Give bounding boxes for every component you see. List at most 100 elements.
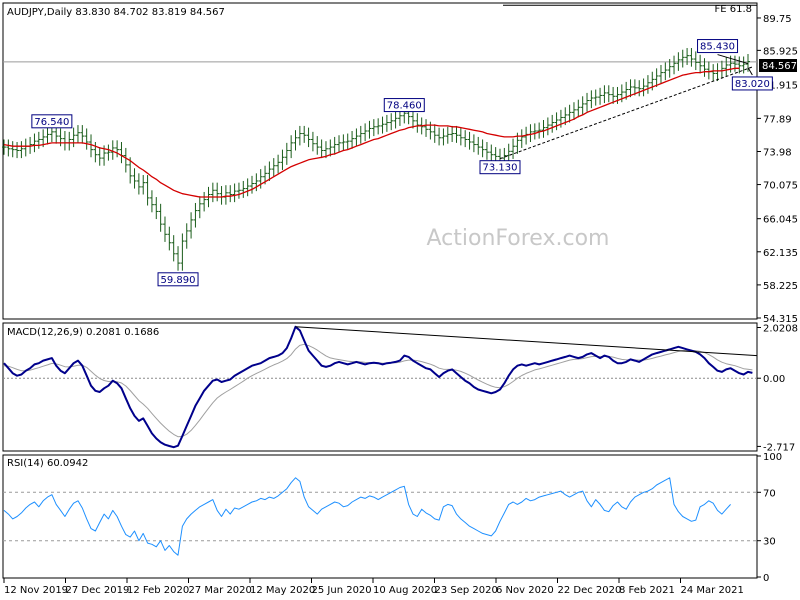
price-bar (593, 89, 598, 106)
price-bar (363, 123, 368, 142)
price-bar (598, 87, 603, 105)
price-bar (149, 190, 154, 213)
rsi-header: RSI(14) 60.0942 (7, 458, 88, 469)
price-bar (250, 175, 254, 194)
price-y-tick-label: 77.89 (763, 114, 792, 125)
price-bar (484, 142, 489, 160)
fib-label: FE 61.8 (714, 4, 752, 15)
price-bar (454, 125, 459, 143)
price-bar (236, 182, 241, 199)
x-tick-label: 24 Mar 2021 (681, 585, 744, 596)
last-price-box (759, 59, 797, 72)
price-y-tick-label: 62.135 (763, 248, 798, 259)
price-bar (93, 142, 98, 163)
price-bar (450, 125, 455, 143)
price-bar (506, 143, 511, 164)
x-tick-label: 12 Feb 2020 (127, 585, 189, 596)
price-bar (685, 48, 690, 65)
price-bar (75, 125, 80, 143)
price-bar (567, 104, 572, 123)
price-bar (158, 203, 163, 232)
price-bar (445, 126, 450, 144)
rsi-y-tick-label: 100 (763, 452, 782, 463)
price-bar (115, 140, 120, 158)
price-bar (354, 128, 359, 147)
x-tick-label: 22 Dec 2020 (558, 585, 622, 596)
price-y-tick-label: 66.045 (763, 215, 798, 226)
price-bar (128, 157, 133, 184)
price-y-tick-label: 73.98 (763, 147, 792, 158)
price-bar (358, 125, 363, 144)
x-tick-label: 27 Mar 2020 (189, 585, 252, 596)
price-bar (10, 141, 15, 158)
price-bar (467, 131, 472, 150)
macd-line (3, 325, 753, 449)
annotation-box (31, 114, 73, 129)
rsi-y-tick-label: 70 (763, 488, 776, 499)
rsi-panel-frame (2, 454, 758, 579)
price-bar (471, 134, 476, 153)
price-bar (106, 144, 111, 161)
price-bar (702, 58, 707, 77)
price-y-tick-label: 85.925 (763, 46, 798, 57)
x-tick-label: 12 Nov 2019 (4, 585, 68, 596)
price-bar (424, 119, 429, 137)
price-bar (162, 216, 167, 242)
price-bar (441, 128, 446, 146)
price-bar (276, 154, 281, 174)
x-tick-label: 25 Jun 2020 (312, 585, 372, 596)
price-bar (724, 57, 729, 76)
annotation-label: 78.460 (387, 101, 422, 112)
price-bar (589, 90, 594, 109)
price-bar (663, 62, 668, 81)
price-bar (2, 139, 6, 155)
macd-trend-line (295, 326, 758, 357)
price-bar (380, 116, 385, 134)
price-bar (576, 99, 581, 118)
price-bar (110, 140, 115, 160)
price-bar (328, 139, 333, 157)
price-bar (698, 54, 703, 74)
price-y-tick-label: 70.075 (763, 181, 798, 192)
price-bar (45, 126, 50, 145)
price-bar (511, 138, 516, 159)
price-bar (658, 64, 663, 84)
price-annotation: 73.130 (479, 160, 521, 175)
price-bar (154, 197, 159, 220)
price-bar (15, 142, 20, 159)
price-bar (171, 235, 176, 262)
price-panel: ActionForex.com AUDJPY,Daily 83.830 84.7… (2, 2, 798, 325)
price-bar (176, 246, 181, 271)
price-bar (550, 114, 555, 133)
price-marks (2, 48, 753, 271)
price-bar (341, 134, 346, 151)
moving-average-line (3, 67, 740, 198)
price-bar (228, 185, 233, 203)
price-annotation: 59.890 (157, 272, 199, 287)
price-bar (267, 161, 272, 181)
x-tick-label: 12 May 2020 (250, 585, 315, 596)
price-bar (6, 139, 11, 157)
price-bar (32, 133, 37, 153)
price-bar (389, 113, 394, 131)
price-bar (463, 130, 468, 148)
price-bar (632, 79, 637, 96)
price-header: AUDJPY,Daily 83.830 84.702 83.819 84.567 (7, 7, 225, 18)
price-annotation: 83.020 (731, 76, 773, 91)
price-bar (254, 173, 259, 192)
x-tick-label: 8 Feb 2021 (619, 585, 675, 596)
annotation-box (697, 39, 739, 54)
price-bar (136, 173, 141, 195)
price-bar (337, 135, 342, 153)
price-bar (641, 78, 646, 97)
macd-marks (3, 325, 758, 449)
price-bar (654, 68, 659, 87)
price-bar (350, 131, 355, 149)
price-annotations: 76.540 59.890 78.460 73.130 85.430 83.020 (31, 39, 773, 287)
annotation-label: 85.430 (700, 42, 735, 53)
macd-header: MACD(12,26,9) 0.2081 0.1686 (7, 327, 159, 338)
price-bar (415, 113, 420, 133)
price-bar (184, 223, 189, 249)
price-bar (319, 139, 324, 159)
